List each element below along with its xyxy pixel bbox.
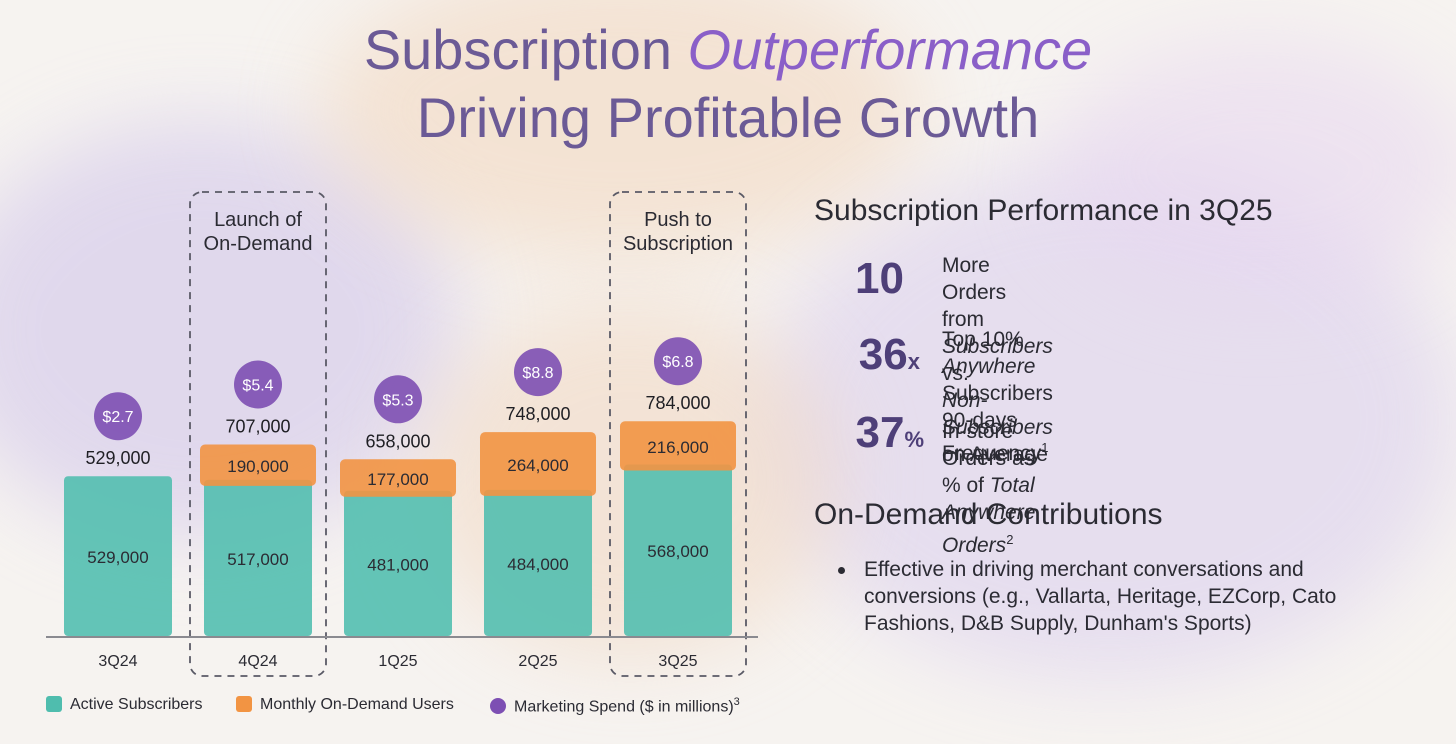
marketing-label-2Q25: $8.8 [522, 365, 553, 382]
legend-footnote: 3 [733, 696, 740, 708]
title-line2: Driving Profitable Growth [416, 86, 1040, 149]
legend-marketing-spend: Marketing Spend ($ in millions)3 [490, 696, 740, 716]
bar-active-2Q25 [484, 489, 592, 636]
stat-1-line1-b: vs. [942, 362, 969, 385]
x-tick-4Q24: 4Q24 [238, 653, 277, 670]
bar-ondemand-1Q25 [340, 459, 456, 497]
bar-label-active-3Q24: 529,000 [87, 548, 148, 567]
bar-active-1Q25 [344, 490, 452, 636]
marketing-label-1Q25: $5.3 [382, 392, 413, 409]
stat-1-line2-italic: Non-Subscribers [942, 389, 1053, 439]
annotation-box-1 [609, 191, 747, 677]
performance-heading: Subscription Performance in 3Q25 [814, 194, 1273, 227]
stat-1-number: 10 [784, 254, 904, 304]
legend-active-subscribers: Active Subscribers [46, 696, 203, 714]
legend-ondemand-users: Monthly On-Demand Users [236, 696, 454, 714]
ondemand-bullet-text: Effective in driving merchant conversati… [864, 558, 1337, 635]
bar-ondemand-4Q24 [200, 444, 316, 486]
legend-label-marketing: Marketing Spend ($ in millions) [514, 698, 734, 716]
x-tick-2Q25: 2Q25 [518, 653, 557, 670]
marketing-bubble-1Q25 [374, 375, 422, 424]
title-line1-plain: Subscription [363, 18, 688, 81]
stat-3-footnote: 2 [1006, 532, 1014, 547]
stat-1-text: More Orders from Subscribers vs. Non-Sub… [942, 252, 1053, 468]
bar-active-3Q24 [64, 476, 172, 636]
bar-label-ondemand-1Q25: 177,000 [367, 470, 428, 489]
bar-label-active-4Q24: 517,000 [227, 550, 288, 569]
bar-label-ondemand-4Q24: 190,000 [227, 457, 288, 476]
stat-2-line1-a: Top 10% [942, 328, 1024, 351]
bullet-dot-icon [838, 567, 845, 574]
bar-ondemand-2Q25 [480, 432, 596, 496]
stat-2-line1-italic: Anywhere [942, 355, 1036, 378]
stat-2-text: Top 10% Anywhere Subscribers 90-days Fre… [942, 326, 1053, 467]
legend-label-active: Active Subscribers [70, 696, 203, 713]
marketing-label-3Q25: $6.8 [662, 354, 693, 371]
page-title: Subscription Outperformance Driving Prof… [0, 16, 1456, 152]
annotation-box-0 [189, 191, 327, 677]
stat-3-line1-italic: Total Anywhere Orders [942, 474, 1036, 557]
total-label-1Q25: 658,000 [365, 431, 430, 451]
stat-1-line1-a: More Orders from [942, 254, 1007, 331]
stat-3-value: 37 [855, 408, 905, 457]
annotation-1-line2: Subscription [623, 233, 733, 255]
bar-active-4Q24 [204, 479, 312, 636]
title-line1-highlight: Outperformance [687, 18, 1093, 81]
bar-label-active-1Q25: 481,000 [367, 555, 428, 574]
x-tick-1Q25: 1Q25 [378, 653, 417, 670]
stat-2-line2-b: Frequency [942, 442, 1042, 465]
bar-label-active-3Q25: 568,000 [647, 542, 708, 561]
stat-2-value: 36 [858, 330, 908, 379]
stat-2-number: 36x [800, 330, 920, 380]
annotation-0-line1: Launch of [214, 209, 302, 231]
stat-1-value: 10 [855, 254, 904, 303]
bar-label-ondemand-3Q25: 216,000 [647, 438, 708, 457]
marketing-bubble-3Q25 [654, 337, 702, 386]
stat-3-number: 37% [804, 408, 924, 458]
annotation-0-line2: On-Demand [204, 233, 313, 255]
stat-3-line1-a: In-store Orders as % of [942, 420, 1035, 497]
stat-3-text: In-store Orders as % of Total Anywhere O… [942, 418, 1035, 559]
bar-ondemand-3Q25 [620, 421, 736, 471]
marketing-bubble-3Q24 [94, 392, 142, 441]
stat-2-line1-b: Subscribers 90-days [942, 382, 1053, 432]
x-tick-3Q25: 3Q25 [658, 653, 697, 670]
teal-swatch-icon [46, 696, 62, 712]
bar-active-3Q25 [624, 464, 732, 636]
marketing-label-3Q24: $2.7 [102, 409, 133, 426]
legend-label-ondemand: Monthly On-Demand Users [260, 696, 454, 713]
annotation-1-line1: Push to [644, 209, 712, 231]
stat-1-line1-italic: Subscribers [942, 335, 1053, 358]
stat-2-footnote: 1 [1041, 440, 1049, 455]
ondemand-heading: On-Demand Contributions [814, 498, 1163, 531]
total-label-3Q25: 784,000 [645, 393, 710, 413]
marketing-label-4Q24: $5.4 [242, 377, 273, 394]
bar-label-ondemand-2Q25: 264,000 [507, 456, 568, 475]
bar-label-active-2Q25: 484,000 [507, 555, 568, 574]
marketing-bubble-2Q25 [514, 348, 562, 397]
marketing-bubble-4Q24 [234, 360, 282, 409]
purple-circle-icon [490, 698, 506, 715]
orange-swatch-icon [236, 696, 252, 712]
total-label-4Q24: 707,000 [225, 416, 290, 436]
total-label-3Q24: 529,000 [85, 448, 150, 468]
stat-1-line2-b: on Average [942, 443, 1048, 466]
stat-3-suffix: % [904, 427, 924, 452]
x-tick-3Q24: 3Q24 [98, 653, 137, 670]
stat-2-suffix: x [907, 349, 920, 374]
total-label-2Q25: 748,000 [505, 404, 570, 424]
